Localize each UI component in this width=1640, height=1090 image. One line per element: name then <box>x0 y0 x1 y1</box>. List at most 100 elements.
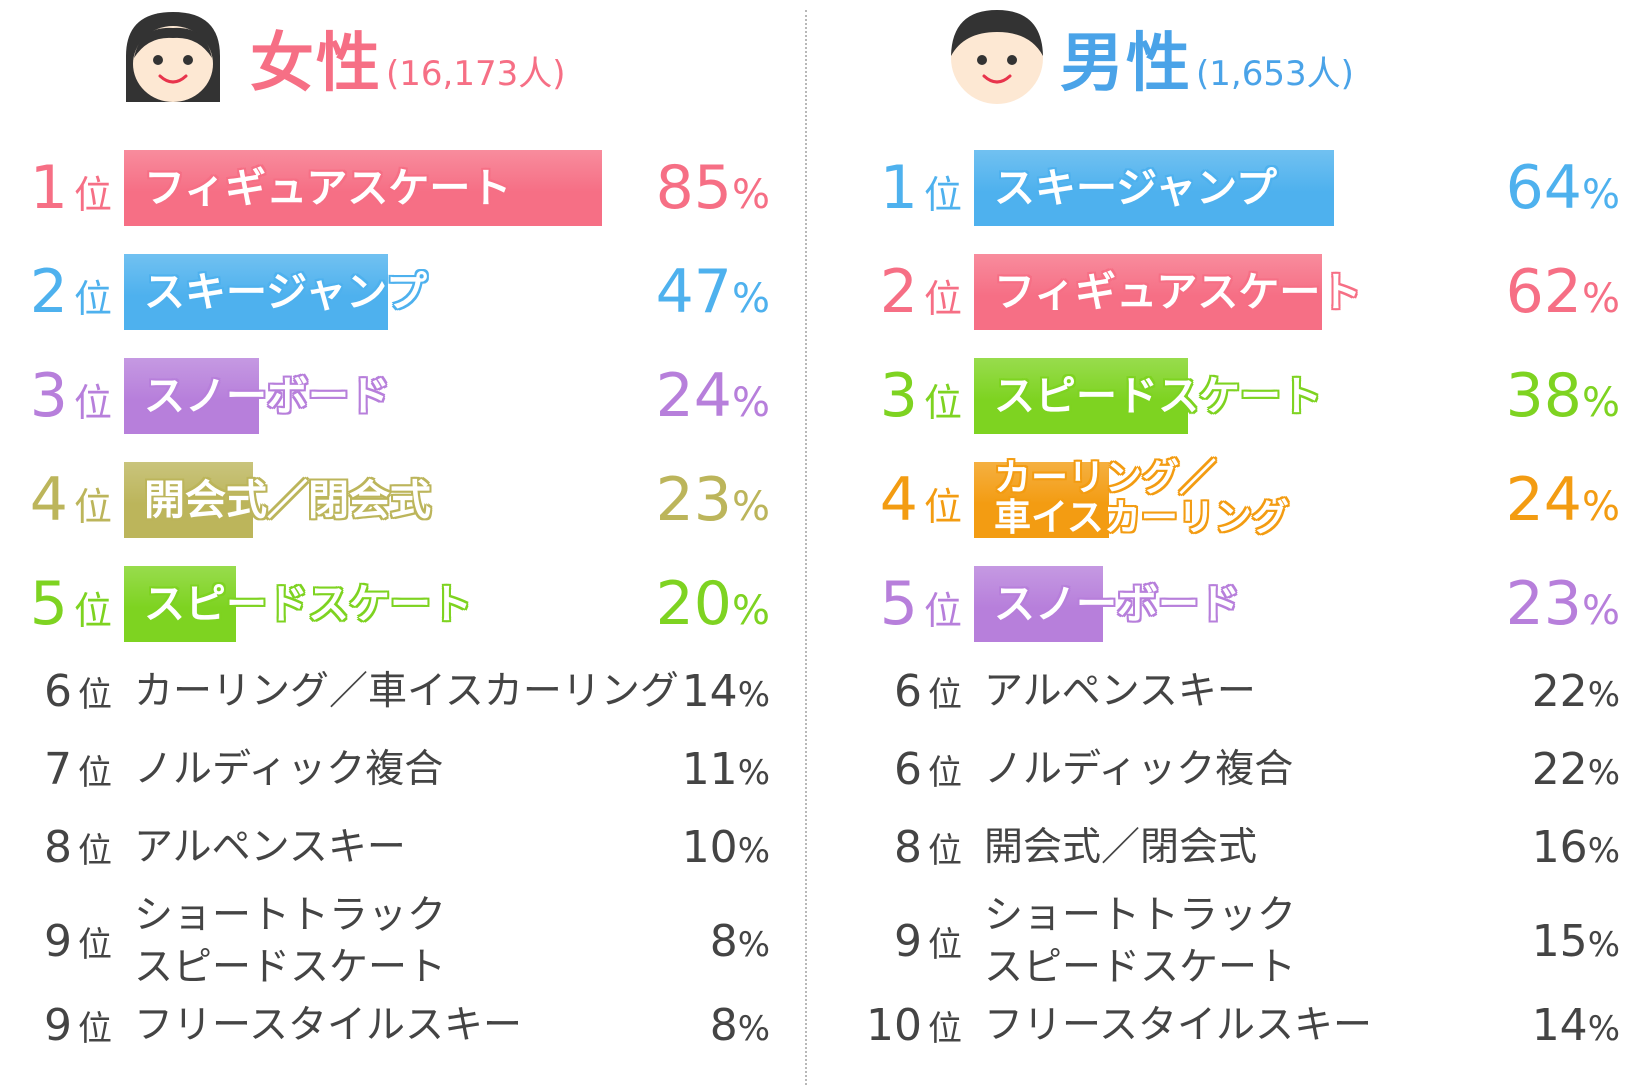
percent-number: 15 <box>1531 916 1588 967</box>
percent-unit: % <box>737 831 770 871</box>
percent-unit: % <box>1587 675 1620 715</box>
rank-unit: 位 <box>923 485 962 529</box>
ranking-row: 9 位フリースタイルスキー 8% <box>0 1000 800 1052</box>
percent-value: 24% <box>1506 462 1620 553</box>
bar <box>124 566 236 642</box>
rank-unit: 位 <box>923 277 962 321</box>
panel-title-text: 男性 <box>1060 27 1192 101</box>
bar-label: スピードスケート <box>144 580 472 628</box>
bar <box>974 150 1334 226</box>
ranking-row-bar: 5 位スピードスケート 20% <box>0 566 800 642</box>
percent-number: 22 <box>1531 744 1588 795</box>
bar <box>974 254 1322 330</box>
percent-unit: % <box>731 172 770 218</box>
percent-value: 16% <box>1532 822 1620 883</box>
percent-unit: % <box>737 1009 770 1049</box>
percent-unit: % <box>1581 380 1620 426</box>
rank-number: 5 <box>29 569 68 639</box>
item-label: ショートトラック スピードスケート <box>134 893 447 990</box>
rank-unit: 位 <box>78 753 112 793</box>
percent-number: 10 <box>681 822 738 873</box>
rank-unit: 位 <box>923 173 962 217</box>
rank-number: 9 <box>44 1000 72 1051</box>
rank-unit: 位 <box>73 381 112 425</box>
rank-unit: 位 <box>928 753 962 793</box>
panel-title: 女性 (16,173人) <box>250 12 566 104</box>
rank-number: 4 <box>29 465 68 535</box>
rank-number: 4 <box>879 465 918 535</box>
rank-number: 9 <box>44 916 72 967</box>
percent-value: 22% <box>1532 744 1620 805</box>
ranking-row-bar: 2 位スキージャンプ 47% <box>0 254 800 330</box>
bar-label: スキージャンプ <box>994 164 1277 212</box>
face-wrap <box>118 6 228 110</box>
ranking-row: 8 位アルペンスキー 10% <box>0 822 800 874</box>
percent-value: 23% <box>1506 566 1620 657</box>
rank-number: 1 <box>29 153 68 223</box>
ranking-row: 7 位ノルディック複合 11% <box>0 744 800 796</box>
percent-number: 38 <box>1505 361 1582 431</box>
rank-number: 7 <box>44 744 72 795</box>
bar-label: 開会式／閉会式 <box>144 476 431 524</box>
rank-unit: 位 <box>78 1009 112 1049</box>
ranking-row: 8 位開会式／閉会式 16% <box>850 822 1640 874</box>
percent-number: 22 <box>1531 666 1588 717</box>
ranking-row-bar: 1 位スキージャンプ 64% <box>850 150 1640 226</box>
percent-value: 47% <box>656 254 770 345</box>
percent-value: 38% <box>1506 358 1620 449</box>
rank-unit: 位 <box>78 831 112 871</box>
bar <box>974 462 1109 538</box>
percent-number: 23 <box>655 465 732 535</box>
percent-number: 14 <box>681 666 738 717</box>
rank-unit: 位 <box>73 589 112 633</box>
percent-value: 10% <box>682 822 770 883</box>
panel-divider <box>805 10 807 1085</box>
respondent-count: (1,653人) <box>1196 54 1354 94</box>
bar-label: スキージャンプ <box>144 268 427 316</box>
male-ranking-panel: 男性 (1,653人) 1 位スキージャンプ 64% 2 位フィギュアスケート 62% 3 位スピ… <box>850 0 1640 1090</box>
percent-value: 15% <box>1532 890 1620 1003</box>
item-label: ノルディック複合 <box>984 747 1294 792</box>
male-face-icon <box>951 10 1043 104</box>
ranking-row-bar: 5 位スノーボード 23% <box>850 566 1640 642</box>
percent-number: 11 <box>681 744 738 795</box>
percent-value: 11% <box>682 744 770 805</box>
panel-title-text: 女性 <box>250 27 382 101</box>
ranking-row: 9 位ショートトラック スピードスケート 15% <box>850 890 1640 994</box>
percent-unit: % <box>737 753 770 793</box>
rank-number: 6 <box>44 666 72 717</box>
bar-label: フィギュアスケート <box>144 164 512 212</box>
percent-number: 62 <box>1505 257 1582 327</box>
percent-unit: % <box>737 925 770 965</box>
percent-unit: % <box>1587 925 1620 965</box>
percent-number: 24 <box>655 361 732 431</box>
rank-number: 8 <box>894 822 922 873</box>
item-label: フリースタイルスキー <box>984 1003 1373 1048</box>
percent-unit: % <box>1581 276 1620 322</box>
rank-label: 10 位 <box>850 1000 962 1061</box>
percent-unit: % <box>1587 753 1620 793</box>
item-label: アルペンスキー <box>984 669 1256 714</box>
percent-number: 14 <box>1531 1000 1588 1051</box>
rank-unit: 位 <box>923 589 962 633</box>
rank-number: 3 <box>29 361 68 431</box>
bar <box>974 358 1188 434</box>
ranking-row-bar: 1 位フィギュアスケート 85% <box>0 150 800 226</box>
percent-value: 22% <box>1532 666 1620 727</box>
ranking-row-bar: 3 位スノーボード 24% <box>0 358 800 434</box>
ranking-row: 6 位カーリング／車イスカーリング 14% <box>0 666 800 718</box>
rank-number: 2 <box>879 257 918 327</box>
rank-unit: 位 <box>928 675 962 715</box>
percent-unit: % <box>731 484 770 530</box>
bar <box>124 358 259 434</box>
rank-unit: 位 <box>78 925 112 965</box>
ranking-row-bar: 3 位スピードスケート 38% <box>850 358 1640 434</box>
rank-unit: 位 <box>923 381 962 425</box>
